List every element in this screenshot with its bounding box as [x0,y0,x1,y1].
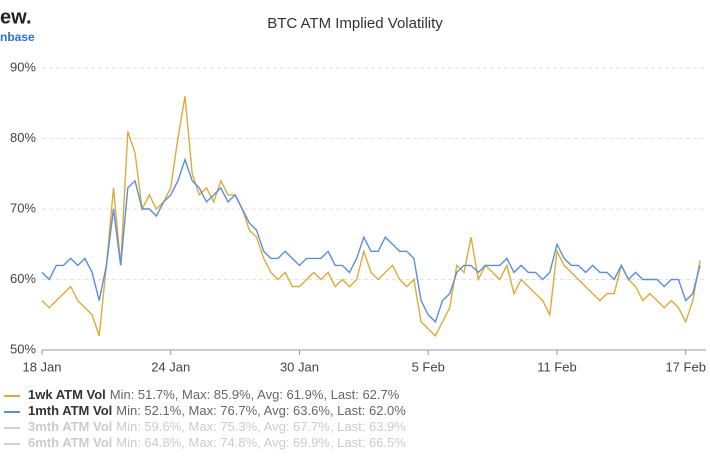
legend-stats: Min: 64.8%, Max: 74.8%, Avg: 69.9%, Last… [116,435,406,450]
legend-entry: 1mth ATM Vol Min: 52.1%, Max: 76.7%, Avg:… [28,403,406,418]
legend-entry: 3mth ATM Vol Min: 59.6%, Max: 75.3%, Avg:… [28,419,406,434]
x-tick-label: 17 Feb [665,359,705,374]
legend-name: 3mth ATM Vol [28,419,112,434]
logo-top: ew. [0,6,32,28]
legend-entry: 6mth ATM Vol Min: 64.8%, Max: 74.8%, Avg:… [28,435,406,450]
legend-name: 6mth ATM Vol [28,435,112,450]
logo-bottom: nbase [0,30,35,44]
x-tick-label: 11 Feb [537,359,577,374]
x-tick-label: 30 Jan [280,359,319,374]
legend-stats: Min: 51.7%, Max: 85.9%, Avg: 61.9%, Last… [110,387,400,402]
line-series [41,96,701,338]
line-series [41,157,701,324]
x-tick-label: 24 Jan [151,359,190,374]
x-tick-label: 18 Jan [22,359,61,374]
chart-title: BTC ATM Implied Volatility [267,15,443,32]
legend-stats: Min: 59.6%, Max: 75.3%, Avg: 67.7%, Last… [116,419,406,434]
legend-name: 1mth ATM Vol [28,403,112,418]
legend-name: 1wk ATM Vol [28,387,106,402]
y-tick-label: 60% [10,271,36,286]
legend-entry: 1wk ATM Vol Min: 51.7%, Max: 85.9%, Avg: … [28,387,400,402]
y-tick-label: 70% [10,200,36,215]
y-tick-label: 80% [10,130,36,145]
y-tick-label: 50% [10,341,36,356]
legend-stats: Min: 52.1%, Max: 76.7%, Avg: 63.6%, Last… [116,403,406,418]
y-tick-label: 90% [10,59,36,74]
x-tick-label: 5 Feb [412,359,445,374]
